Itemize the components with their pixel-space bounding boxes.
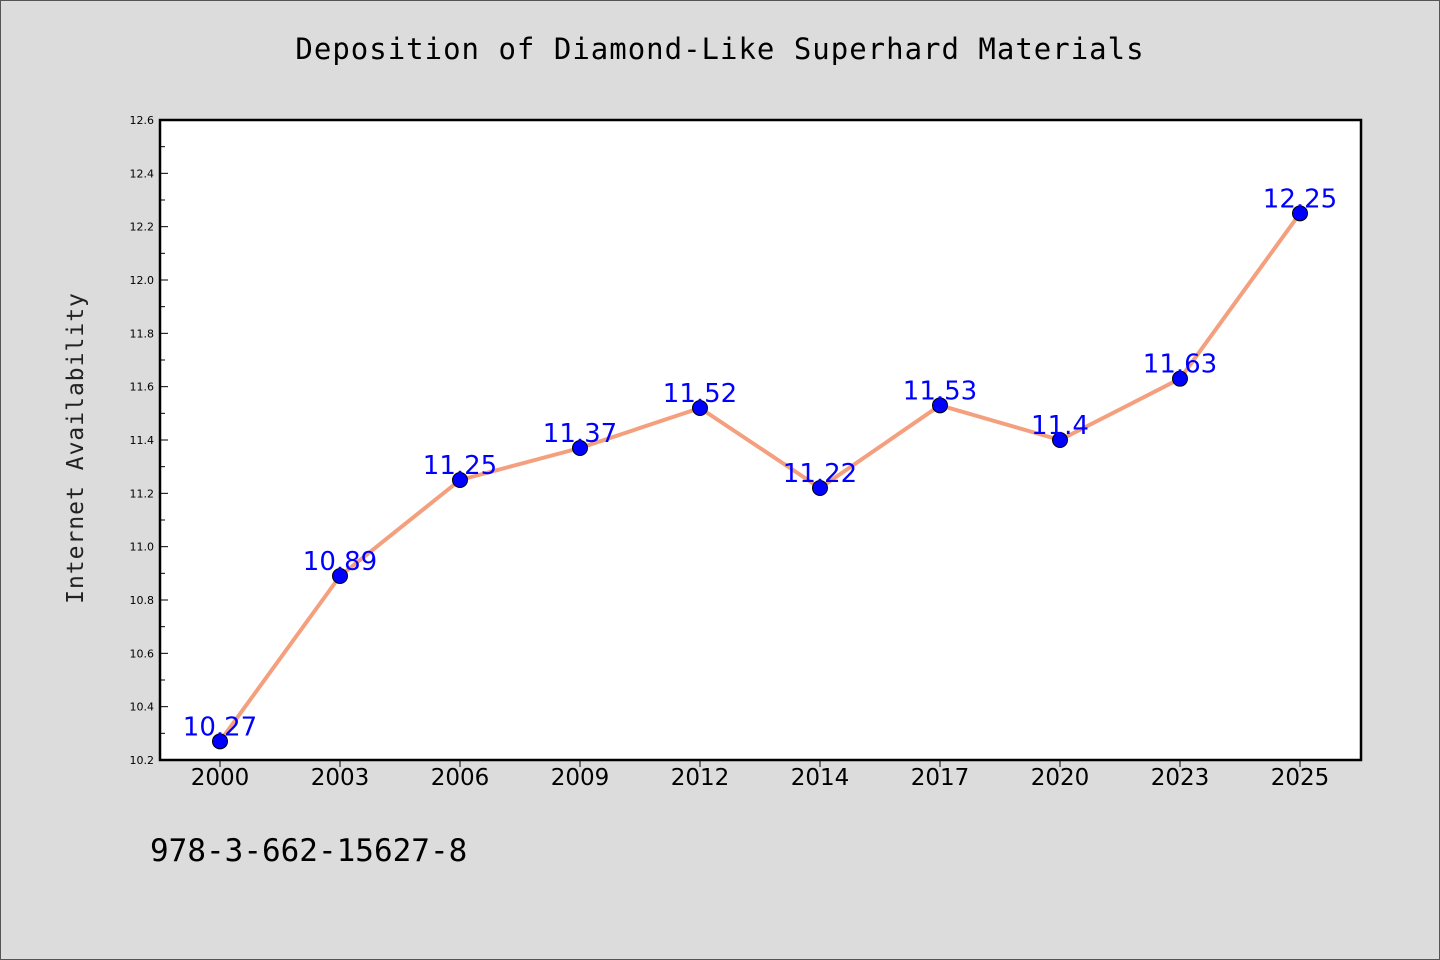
- y-tick-label: 11.0: [130, 541, 155, 554]
- y-tick-label: 10.2: [130, 754, 155, 767]
- y-tick-label: 11.2: [130, 487, 155, 500]
- data-label: 11.52: [663, 379, 737, 409]
- data-point: [452, 472, 468, 488]
- y-tick-label: 11.4: [130, 434, 155, 447]
- data-label: 11.25: [423, 451, 497, 481]
- data-label: 11.37: [543, 419, 617, 449]
- data-label: 11.63: [1143, 350, 1217, 380]
- x-tick-label: 2025: [1271, 765, 1330, 791]
- y-tick-label: 11.6: [130, 381, 155, 394]
- data-label: 11.53: [903, 376, 977, 406]
- x-axis: 2000 2003 2006 2009 2012 2014 2017 2020 2023 2025: [191, 760, 1330, 791]
- data-label: 11.4: [1031, 411, 1089, 441]
- data-label: 10.27: [183, 712, 257, 742]
- data-point: [932, 397, 948, 414]
- x-tick-label: 2003: [311, 765, 370, 791]
- isbn-text: 978-3-662-15627-8: [150, 833, 468, 869]
- data-point: [332, 568, 348, 584]
- data-point: [1052, 432, 1068, 448]
- x-tick-label: 2014: [791, 765, 850, 791]
- y-tick-label: 10.4: [130, 701, 155, 714]
- data-point: [812, 480, 828, 496]
- plot-area: [158, 118, 1363, 762]
- y-tick-label: 11.8: [130, 327, 155, 340]
- x-tick-label: 2020: [1031, 765, 1090, 791]
- x-tick-label: 2023: [1151, 765, 1210, 791]
- y-tick-label: 10.6: [130, 647, 155, 660]
- x-tick-label: 2012: [671, 765, 730, 791]
- x-tick-label: 2006: [431, 765, 490, 791]
- data-labels: 10.27 10.89 11.25 11.37 11.52 11.22 11.53 11.4 1…: [183, 184, 1337, 742]
- data-point: [1292, 205, 1308, 222]
- data-point: [212, 733, 228, 750]
- y-tick-label: 12.4: [130, 167, 155, 180]
- x-tick-label: 2017: [911, 765, 970, 791]
- x-tick-label: 2009: [551, 765, 610, 791]
- data-point: [572, 440, 588, 456]
- y-tick-label: 12.2: [130, 221, 155, 234]
- data-point: [692, 400, 708, 416]
- chart-title: Deposition of Diamond-Like Superhard Mat…: [295, 32, 1145, 66]
- y-tick-label: 10.8: [130, 594, 155, 607]
- series-line: [218, 212, 1302, 743]
- data-point: [1172, 370, 1188, 387]
- data-label: 11.22: [783, 459, 857, 489]
- data-label: 10.89: [303, 547, 377, 577]
- y-axis: 10.2 10.4 10.6 10.8 11.0 11.2 11.4 11.6 11.8 12.0…: [130, 114, 168, 767]
- y-tick-label: 12.6: [130, 114, 155, 127]
- series-markers: [212, 205, 1308, 750]
- y-tick-label: 12.0: [130, 274, 155, 287]
- x-tick-label: 2000: [191, 765, 250, 791]
- data-label: 12.25: [1263, 184, 1337, 214]
